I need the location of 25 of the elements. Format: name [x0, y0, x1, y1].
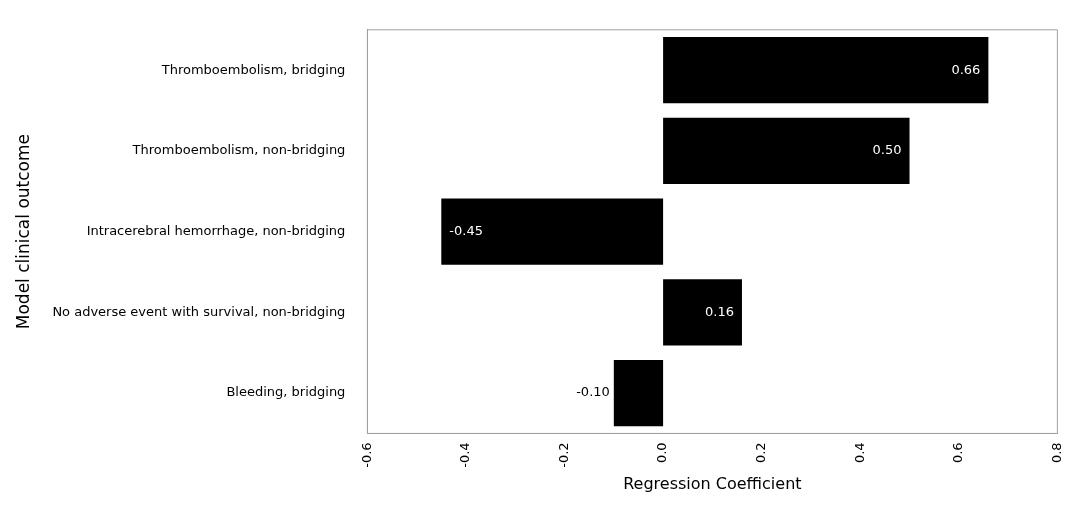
- y-tick-label: Thromboembolism, bridging: [160, 61, 346, 77]
- data-label: 0.50: [872, 142, 902, 158]
- bar: [663, 279, 742, 346]
- data-label: 0.16: [705, 303, 734, 319]
- x-axis-title: Regression Coefficient: [623, 473, 802, 493]
- x-tick-label: 0.8: [1048, 442, 1064, 464]
- x-tick-label: -0.6: [358, 442, 374, 468]
- y-tick-label: Intracerebral hemorrhage, non-bridging: [86, 222, 346, 238]
- x-tick-label: 0.4: [851, 442, 867, 464]
- data-label: 0.66: [951, 61, 981, 77]
- x-tick-label: -0.4: [457, 442, 473, 468]
- y-tick-label: Thromboembolism, non-bridging: [131, 142, 346, 158]
- y-axis-title: Model clinical outcome: [12, 134, 33, 330]
- bar: [663, 37, 989, 104]
- x-tick-label: 0.6: [950, 442, 966, 464]
- bar: [663, 117, 910, 184]
- x-tick-label: 0.2: [753, 442, 769, 464]
- data-label: -0.45: [449, 222, 483, 238]
- data-label: -0.10: [576, 384, 610, 400]
- bar: [613, 359, 664, 427]
- y-tick-label: Bleeding, bridging: [226, 384, 346, 400]
- x-tick-label: 0.0: [654, 442, 670, 464]
- x-tick-label: -0.2: [555, 442, 571, 468]
- bar: [441, 198, 664, 265]
- y-tick-label: No adverse event with survival, non-bridging: [52, 303, 346, 319]
